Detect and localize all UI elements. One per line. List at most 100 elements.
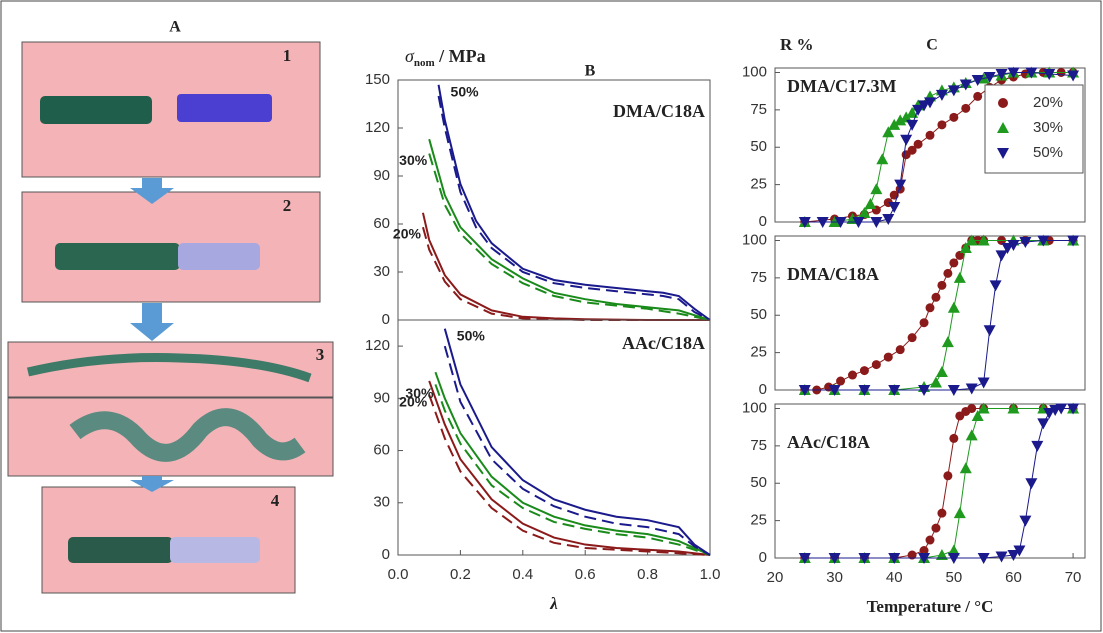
y-tick-label: 0 — [382, 546, 390, 563]
point — [1043, 407, 1056, 419]
point — [965, 383, 978, 395]
curve-dashed — [443, 345, 711, 556]
point — [925, 535, 935, 545]
y-axis-label-part: σ — [405, 46, 415, 66]
point — [1067, 235, 1080, 247]
point — [816, 217, 829, 228]
point — [907, 550, 917, 560]
point — [947, 553, 960, 564]
point — [929, 376, 942, 388]
chart-label: DMA/C18A — [613, 101, 705, 121]
point — [1037, 235, 1050, 247]
x-axis-label: Temperature / °C — [867, 597, 994, 616]
curve — [434, 371, 711, 556]
curve-label: 20% — [393, 226, 422, 242]
point — [971, 409, 984, 421]
step-label: 3 — [316, 345, 325, 364]
plot-frame — [397, 319, 711, 556]
curve-dashed — [428, 394, 711, 556]
point — [949, 258, 959, 268]
curve — [443, 328, 711, 556]
point — [977, 377, 990, 389]
gel-blue — [178, 243, 260, 270]
point — [1025, 67, 1038, 79]
point — [871, 360, 881, 370]
point — [906, 106, 919, 118]
point — [907, 333, 917, 343]
point — [888, 385, 901, 396]
point — [937, 280, 947, 290]
point — [943, 268, 953, 278]
x-tick-label: 1.0 — [700, 566, 721, 583]
point — [882, 126, 895, 138]
point — [888, 118, 901, 130]
point — [848, 370, 857, 380]
point — [1025, 478, 1038, 490]
y-tick-label: 50 — [750, 306, 767, 323]
y-tick-label: 100 — [742, 399, 767, 416]
point — [798, 217, 811, 228]
point — [941, 336, 954, 348]
step-label: 4 — [271, 491, 280, 510]
point — [937, 508, 947, 518]
point — [876, 153, 889, 165]
point — [852, 217, 865, 228]
point — [858, 553, 871, 564]
x-tick-label: 70 — [1065, 569, 1082, 586]
y-axis-label-part: nom — [414, 57, 435, 69]
point — [918, 385, 931, 396]
x-tick-label: 50 — [946, 569, 963, 586]
point — [900, 134, 913, 146]
y-tick-label: 0 — [759, 549, 767, 566]
curve-label: 30% — [399, 152, 428, 168]
point — [959, 241, 972, 253]
point — [834, 217, 847, 228]
legend-marker — [997, 148, 1009, 159]
y-tick-label: 50 — [750, 138, 767, 155]
point — [883, 352, 893, 362]
y-tick-label: 75 — [750, 437, 767, 454]
point — [1067, 403, 1080, 415]
gel-green — [55, 243, 180, 270]
curve-label: 50% — [457, 327, 486, 343]
point — [1007, 550, 1020, 562]
curve-label: 50% — [451, 84, 480, 100]
x-axis-label: λ — [549, 594, 558, 613]
chart-label: AAc/C18A — [622, 333, 705, 353]
legend-label: 30% — [1033, 119, 1063, 136]
chart-label: AAc/C18A — [787, 432, 870, 452]
gel-green — [68, 537, 173, 563]
point — [1007, 239, 1020, 251]
point — [888, 202, 901, 214]
panel-a-photos — [7, 41, 334, 594]
x-tick-label: 0.4 — [512, 566, 533, 583]
x-tick-label: 0.6 — [575, 566, 596, 583]
point — [828, 553, 841, 564]
curve — [428, 138, 711, 321]
point — [931, 292, 941, 302]
point — [995, 68, 1008, 80]
photo — [7, 397, 334, 477]
point — [798, 385, 811, 396]
point — [959, 79, 972, 91]
point — [924, 97, 936, 109]
point — [953, 507, 966, 519]
x-tick-label: 60 — [1005, 569, 1022, 586]
point — [983, 325, 996, 337]
gel-coil — [69, 408, 306, 462]
legend-label: 20% — [1033, 94, 1063, 111]
point — [906, 119, 919, 131]
y-tick-label: 150 — [365, 71, 390, 88]
point — [907, 145, 917, 155]
legend-label: 50% — [1033, 144, 1063, 161]
y-tick-label: 30 — [373, 494, 390, 511]
point — [989, 280, 1002, 292]
series-line — [804, 239, 1074, 391]
point — [931, 523, 941, 533]
point — [895, 345, 905, 355]
point — [888, 553, 901, 564]
y-tick-label: 30 — [373, 263, 390, 280]
point — [1019, 515, 1032, 527]
point — [1013, 545, 1026, 557]
point — [824, 382, 834, 392]
